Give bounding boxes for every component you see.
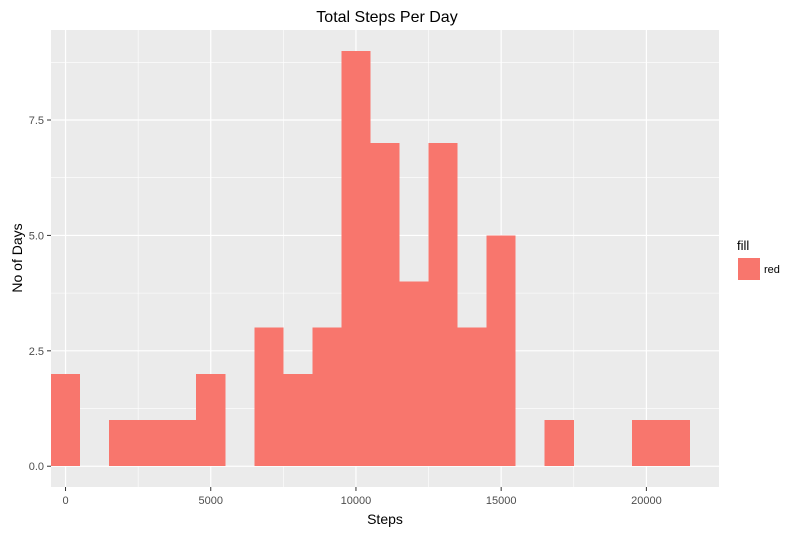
y-tick-label: 7.5: [29, 115, 44, 127]
legend-key-red: [738, 258, 760, 280]
histogram-bar: [51, 373, 81, 467]
x-axis-ticks: 0 5000 10000 15000 20000: [62, 487, 662, 507]
legend-label-red: red: [764, 264, 780, 276]
histogram-bar: [254, 327, 284, 467]
histogram-bar: [457, 327, 487, 467]
histogram-bar: [109, 420, 139, 467]
x-tick-label: 20000: [631, 495, 662, 507]
histogram-bar: [370, 143, 400, 467]
x-tick-label: 15000: [486, 495, 517, 507]
histogram-bar: [138, 420, 168, 467]
histogram-bar: [196, 373, 226, 467]
x-axis-title: Steps: [367, 511, 403, 527]
histogram-bar: [544, 420, 574, 467]
histogram-bars: [51, 50, 690, 467]
y-axis-ticks: 0.0 2.5 5.0 7.5: [29, 115, 51, 473]
histogram-bar: [399, 281, 429, 467]
x-tick-label: 10000: [341, 495, 372, 507]
histogram-bar: [631, 420, 661, 467]
chart-title: Total Steps Per Day: [316, 9, 457, 26]
histogram-bar: [660, 420, 690, 467]
histogram-bar: [428, 143, 458, 467]
histogram-bar: [341, 50, 371, 467]
histogram-bar: [283, 373, 313, 467]
y-axis-title: No of Days: [9, 223, 25, 292]
x-tick-label: 0: [62, 495, 68, 507]
y-tick-label: 5.0: [29, 230, 44, 242]
legend-title: fill: [737, 238, 749, 253]
histogram-bar: [167, 420, 197, 467]
histogram-bar: [312, 327, 342, 467]
y-tick-label: 0.0: [29, 461, 44, 473]
histogram-bar: [486, 235, 516, 467]
y-tick-label: 2.5: [29, 346, 44, 358]
x-tick-label: 5000: [198, 495, 222, 507]
legend: fill red: [737, 238, 780, 280]
